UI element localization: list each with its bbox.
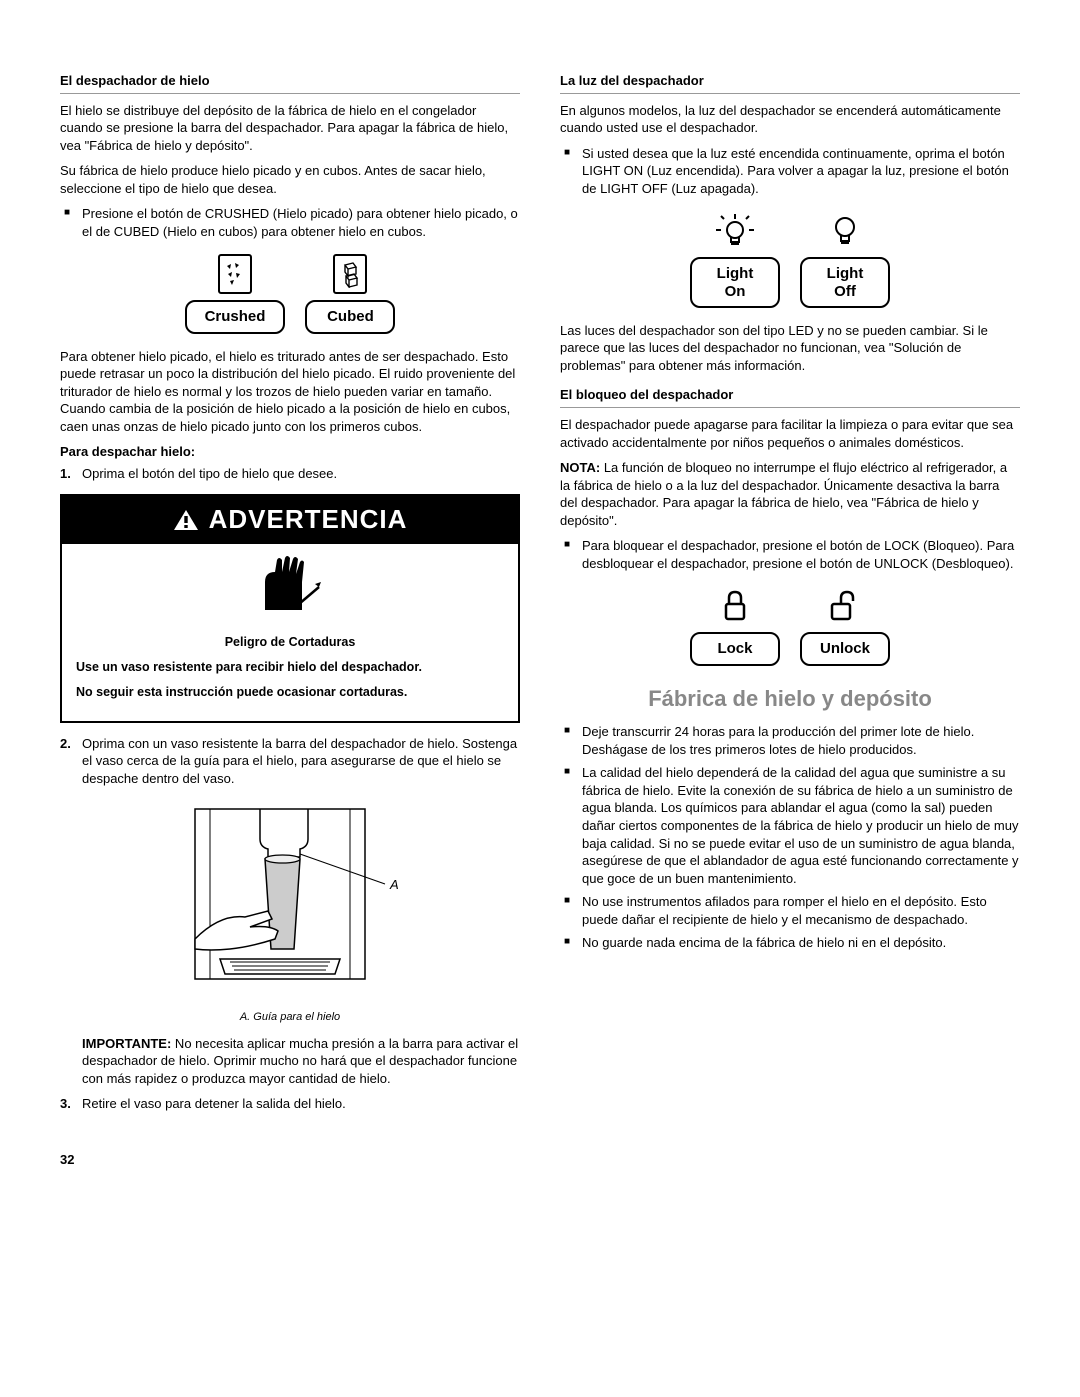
icemaker-b1: Deje transcurrir 24 horas para la produc… <box>560 723 1020 758</box>
lock-button[interactable]: Lock <box>690 632 780 665</box>
ice-type-bullet: Presione el botón de CRUSHED (Hielo pica… <box>60 205 520 240</box>
light-buttons-figure: LightOn LightOff <box>560 211 1020 308</box>
light-heading: La luz del despachador <box>560 72 1020 94</box>
unlock-icon <box>828 586 862 626</box>
left-column: El despachador de hielo El hielo se dist… <box>60 60 520 1121</box>
crushed-ice-icon <box>218 254 252 294</box>
icemaker-b2: La calidad del hielo dependerá de la cal… <box>560 764 1020 887</box>
ice-dispenser-p1: El hielo se distribuye del depósito de l… <box>60 102 520 155</box>
unlock-button[interactable]: Unlock <box>800 632 890 665</box>
light-bullet-1: Si usted desea que la luz esté encendida… <box>560 145 1020 198</box>
diagram-caption: A. Guía para el hielo <box>60 1010 520 1025</box>
step-2-important: IMPORTANTE: No necesita aplicar mucha pr… <box>60 1035 520 1088</box>
diagram-label-a: A <box>389 877 399 892</box>
step-3: 3.Retire el vaso para detener la salida … <box>60 1095 520 1113</box>
ice-dispenser-p3: Para obtener hielo picado, el hielo es t… <box>60 348 520 436</box>
right-column: La luz del despachador En algunos modelo… <box>560 60 1020 1121</box>
ice-maker-section-title: Fábrica de hielo y depósito <box>560 684 1020 714</box>
warning-box: ADVERTENCIA Peligro de Cortaduras Use un… <box>60 494 520 722</box>
hand-cut-icon <box>62 544 518 623</box>
warning-header: ADVERTENCIA <box>62 496 518 543</box>
step-2: 2.Oprima con un vaso resistente la barra… <box>60 735 520 788</box>
cup-diagram: A <box>60 799 520 1004</box>
lock-heading: El bloqueo del despachador <box>560 386 1020 408</box>
warning-triangle-icon <box>173 509 199 531</box>
lock-note: NOTA: La función de bloqueo no interrump… <box>560 459 1020 529</box>
to-dispense-heading: Para despachar hielo: <box>60 443 520 461</box>
lock-bullet-1: Para bloquear el despachador, presione e… <box>560 537 1020 572</box>
warn-line-3: No seguir esta instrucción puede ocasion… <box>76 684 504 701</box>
warn-line-2: Use un vaso resistente para recibir hiel… <box>76 659 504 676</box>
lock-buttons-figure: Lock Unlock <box>560 586 1020 665</box>
icemaker-b4: No guarde nada encima de la fábrica de h… <box>560 934 1020 952</box>
light-on-icon <box>715 211 755 251</box>
crushed-button[interactable]: Crushed <box>185 300 286 333</box>
icemaker-b3: No use instrumentos afilados para romper… <box>560 893 1020 928</box>
light-p1: En algunos modelos, la luz del despachad… <box>560 102 1020 137</box>
cubed-ice-icon <box>333 254 367 294</box>
lock-icon <box>720 586 750 626</box>
light-on-button[interactable]: LightOn <box>690 257 780 308</box>
page-number: 32 <box>60 1151 1020 1169</box>
step-1: 1.Oprima el botón del tipo de hielo que … <box>60 465 520 483</box>
ice-dispenser-p2: Su fábrica de hielo produce hielo picado… <box>60 162 520 197</box>
ice-dispenser-heading: El despachador de hielo <box>60 72 520 94</box>
two-column-layout: El despachador de hielo El hielo se dist… <box>60 60 1020 1121</box>
warn-line-1: Peligro de Cortaduras <box>76 634 504 651</box>
lock-p1: El despachador puede apagarse para facil… <box>560 416 1020 451</box>
light-p2: Las luces del despachador son del tipo L… <box>560 322 1020 375</box>
light-off-button[interactable]: LightOff <box>800 257 890 308</box>
light-off-icon <box>830 211 860 251</box>
crushed-cubed-figure: Crushed Cubed <box>60 254 520 333</box>
cubed-button[interactable]: Cubed <box>305 300 395 333</box>
